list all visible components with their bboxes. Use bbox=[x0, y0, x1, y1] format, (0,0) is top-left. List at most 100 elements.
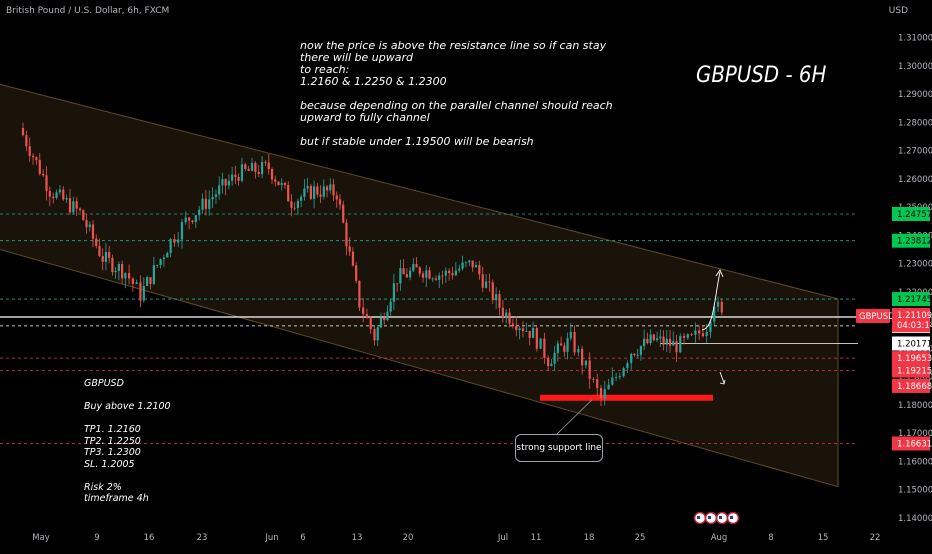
candle bbox=[45, 175, 48, 191]
candle bbox=[48, 190, 51, 197]
candle bbox=[287, 185, 290, 202]
candle bbox=[698, 330, 701, 334]
level-price-tag[interactable] bbox=[892, 207, 930, 222]
candle bbox=[128, 273, 131, 279]
support-line bbox=[540, 394, 713, 401]
candle bbox=[501, 307, 504, 318]
level-price-tag[interactable] bbox=[892, 436, 930, 451]
currency-label: USD bbox=[888, 6, 908, 16]
candle bbox=[679, 335, 682, 353]
level-price-tag[interactable] bbox=[892, 378, 930, 393]
candle bbox=[82, 210, 85, 221]
y-tick-label: 1.18000 bbox=[898, 401, 932, 411]
candle bbox=[573, 331, 576, 353]
candle bbox=[518, 328, 521, 331]
candle bbox=[615, 377, 618, 378]
candle bbox=[240, 164, 244, 181]
candle bbox=[412, 264, 415, 271]
candle bbox=[525, 330, 528, 332]
candle bbox=[448, 270, 451, 273]
candle bbox=[296, 200, 300, 208]
candle bbox=[454, 270, 457, 276]
candle bbox=[659, 336, 662, 339]
y-tick-label: 1.16000 bbox=[898, 457, 932, 467]
candle bbox=[599, 387, 603, 399]
candle bbox=[543, 338, 546, 358]
x-tick-label: Jun bbox=[264, 533, 278, 543]
level-price-tag-text: 1.16631 bbox=[897, 439, 932, 449]
candle bbox=[152, 265, 155, 284]
candle bbox=[535, 327, 538, 349]
candle bbox=[566, 338, 569, 352]
candle bbox=[95, 238, 98, 246]
candle bbox=[98, 245, 101, 256]
candle bbox=[556, 343, 559, 353]
candle bbox=[588, 360, 591, 380]
candle bbox=[111, 257, 114, 273]
arrow-head-up bbox=[715, 269, 724, 278]
candle bbox=[139, 282, 142, 301]
candle bbox=[270, 169, 274, 180]
level-price-tag[interactable] bbox=[892, 363, 930, 378]
time-axis[interactable]: May 9 16 23 Jun 6 13 20 Jul 11 18 25 Aug 8 15 22 bbox=[32, 533, 880, 543]
x-tick-label: Jul bbox=[497, 533, 508, 543]
level-price-tag[interactable] bbox=[892, 336, 930, 351]
level-price-tag-text: 1.19653 bbox=[897, 354, 932, 364]
candle bbox=[124, 273, 127, 279]
level-price-tag-text: 1.24757 bbox=[897, 210, 932, 220]
candle bbox=[405, 274, 408, 278]
candle bbox=[528, 330, 531, 338]
candle bbox=[211, 196, 214, 200]
level-price-tag-text: 1.23812 bbox=[897, 237, 932, 247]
current-price-tag[interactable] bbox=[892, 307, 930, 332]
price-axis[interactable]: 1.31000 1.30000 1.29000 1.28000 1.27000 1.260… bbox=[856, 34, 932, 524]
x-tick-label: 23 bbox=[197, 533, 208, 543]
level-price-tag-text: 1.20171 bbox=[897, 340, 932, 350]
candle bbox=[569, 331, 572, 339]
candle bbox=[194, 215, 197, 223]
candle bbox=[668, 338, 672, 346]
candle bbox=[636, 354, 639, 356]
level-price-tag[interactable] bbox=[892, 351, 930, 366]
callout-pointer bbox=[556, 399, 593, 435]
candle bbox=[633, 353, 636, 356]
candle bbox=[383, 317, 386, 321]
candle bbox=[351, 251, 355, 266]
candle bbox=[630, 353, 633, 364]
candle bbox=[231, 174, 234, 181]
candle bbox=[415, 264, 418, 268]
candle bbox=[577, 348, 580, 353]
candle bbox=[682, 335, 686, 338]
candle bbox=[646, 338, 649, 344]
candle bbox=[173, 238, 176, 243]
candle bbox=[581, 348, 584, 366]
x-tick-label: Aug bbox=[711, 533, 728, 543]
candle bbox=[365, 314, 369, 319]
candle bbox=[62, 189, 65, 200]
candle bbox=[68, 198, 72, 213]
bearish-projection-arrow bbox=[719, 371, 725, 384]
y-tick-label: 1.15000 bbox=[898, 486, 932, 496]
candle bbox=[38, 159, 41, 174]
level-price-tag-text: 1.18668 bbox=[897, 382, 932, 392]
candle bbox=[655, 338, 659, 341]
candle bbox=[428, 270, 431, 279]
symbol-tag[interactable] bbox=[856, 308, 890, 323]
candle bbox=[135, 282, 138, 284]
candle bbox=[505, 312, 508, 318]
level-price-tag[interactable] bbox=[892, 233, 930, 248]
candle bbox=[35, 157, 38, 160]
candle bbox=[28, 146, 31, 156]
arrow-head-down bbox=[719, 379, 726, 385]
candle bbox=[227, 180, 230, 186]
candle bbox=[402, 268, 405, 275]
candle bbox=[184, 217, 187, 223]
y-tick-label: 1.26000 bbox=[898, 175, 932, 185]
candle bbox=[675, 341, 678, 353]
candle bbox=[257, 171, 260, 175]
candle bbox=[198, 209, 201, 216]
level-price-tag[interactable] bbox=[892, 292, 930, 307]
candle bbox=[531, 327, 535, 338]
